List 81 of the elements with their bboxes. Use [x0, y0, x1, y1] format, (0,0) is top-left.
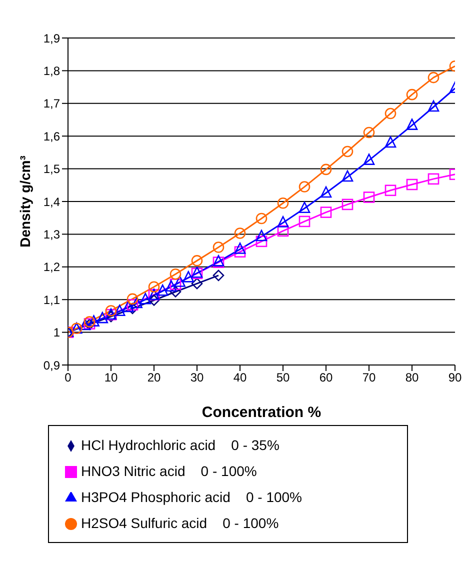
point	[140, 292, 152, 304]
point	[191, 255, 203, 266]
point	[342, 170, 354, 182]
point	[384, 108, 396, 120]
y-axis-title: Density g/cm³	[17, 155, 33, 248]
point	[212, 270, 224, 282]
point	[114, 304, 126, 316]
x-tick-label: 50	[276, 370, 290, 385]
point	[212, 242, 224, 253]
point	[174, 276, 186, 287]
y-tick-label: 0,9	[43, 358, 60, 372]
point	[277, 225, 289, 237]
point	[363, 192, 375, 203]
point	[256, 236, 268, 248]
point	[156, 284, 168, 296]
point	[96, 312, 108, 324]
legend-label: HNO3 Nitric acid 0 - 100%	[81, 463, 257, 479]
x-tick-label: 0	[64, 370, 72, 385]
point	[428, 72, 440, 84]
point	[342, 198, 354, 210]
point	[363, 154, 375, 165]
point	[234, 228, 246, 239]
point	[122, 300, 134, 312]
point	[363, 126, 375, 138]
x-tick-label: 40	[233, 370, 247, 385]
y-tick-label: 1,4	[43, 194, 60, 209]
x-tick-label: 10	[104, 370, 118, 385]
point	[428, 100, 440, 112]
point	[88, 315, 100, 326]
point	[320, 186, 332, 198]
x-tick-label: 30	[190, 370, 204, 385]
point	[277, 216, 289, 228]
y-tick-label: 1,1	[43, 292, 60, 307]
legend-label: H2SO4 Sulfuric acid 0 - 100%	[81, 515, 279, 531]
point	[170, 268, 182, 280]
point	[256, 230, 268, 242]
y-tick-label: 1,9	[43, 31, 60, 46]
point	[406, 88, 418, 100]
point	[384, 136, 396, 148]
x-tick-label: 90	[448, 370, 462, 385]
legend-label: H3PO4 Phosphoric acid 0 - 100%	[81, 489, 302, 505]
legend-label: HCl Hydrochloric acid 0 - 35%	[81, 437, 280, 453]
x-tick-label: 70	[362, 370, 376, 385]
x-tick-label: 80	[405, 370, 419, 385]
point	[234, 242, 246, 254]
x-axis-title: Concentration %	[202, 404, 322, 421]
point	[105, 305, 117, 316]
point	[256, 212, 268, 224]
y-tick-label: 1,7	[43, 96, 60, 111]
point	[406, 118, 418, 130]
x-tick-label: 60	[319, 370, 333, 385]
point	[170, 278, 182, 290]
point	[320, 164, 332, 176]
y-tick-label: 1,8	[43, 64, 60, 78]
y-tick-label: 1,5	[43, 162, 60, 176]
point	[234, 246, 246, 258]
y-tick-label: 1	[53, 326, 60, 340]
point	[166, 280, 177, 292]
point	[148, 281, 160, 292]
point	[320, 206, 332, 218]
point	[384, 184, 396, 196]
point	[126, 293, 138, 305]
y-tick-label: 1,3	[43, 227, 60, 242]
point	[191, 278, 203, 290]
point	[298, 216, 310, 228]
point	[342, 146, 354, 158]
point	[406, 178, 418, 190]
point	[126, 299, 138, 310]
point	[131, 296, 142, 308]
point	[428, 173, 440, 185]
point	[126, 302, 138, 314]
point	[80, 318, 91, 330]
point	[277, 197, 289, 209]
point	[148, 294, 160, 306]
point	[170, 286, 182, 298]
point	[298, 181, 310, 192]
y-tick-label: 1,6	[43, 129, 60, 144]
y-tick-label: 1,2	[43, 260, 60, 274]
x-tick-label: 20	[147, 370, 161, 385]
point	[182, 271, 194, 282]
point	[298, 202, 310, 214]
